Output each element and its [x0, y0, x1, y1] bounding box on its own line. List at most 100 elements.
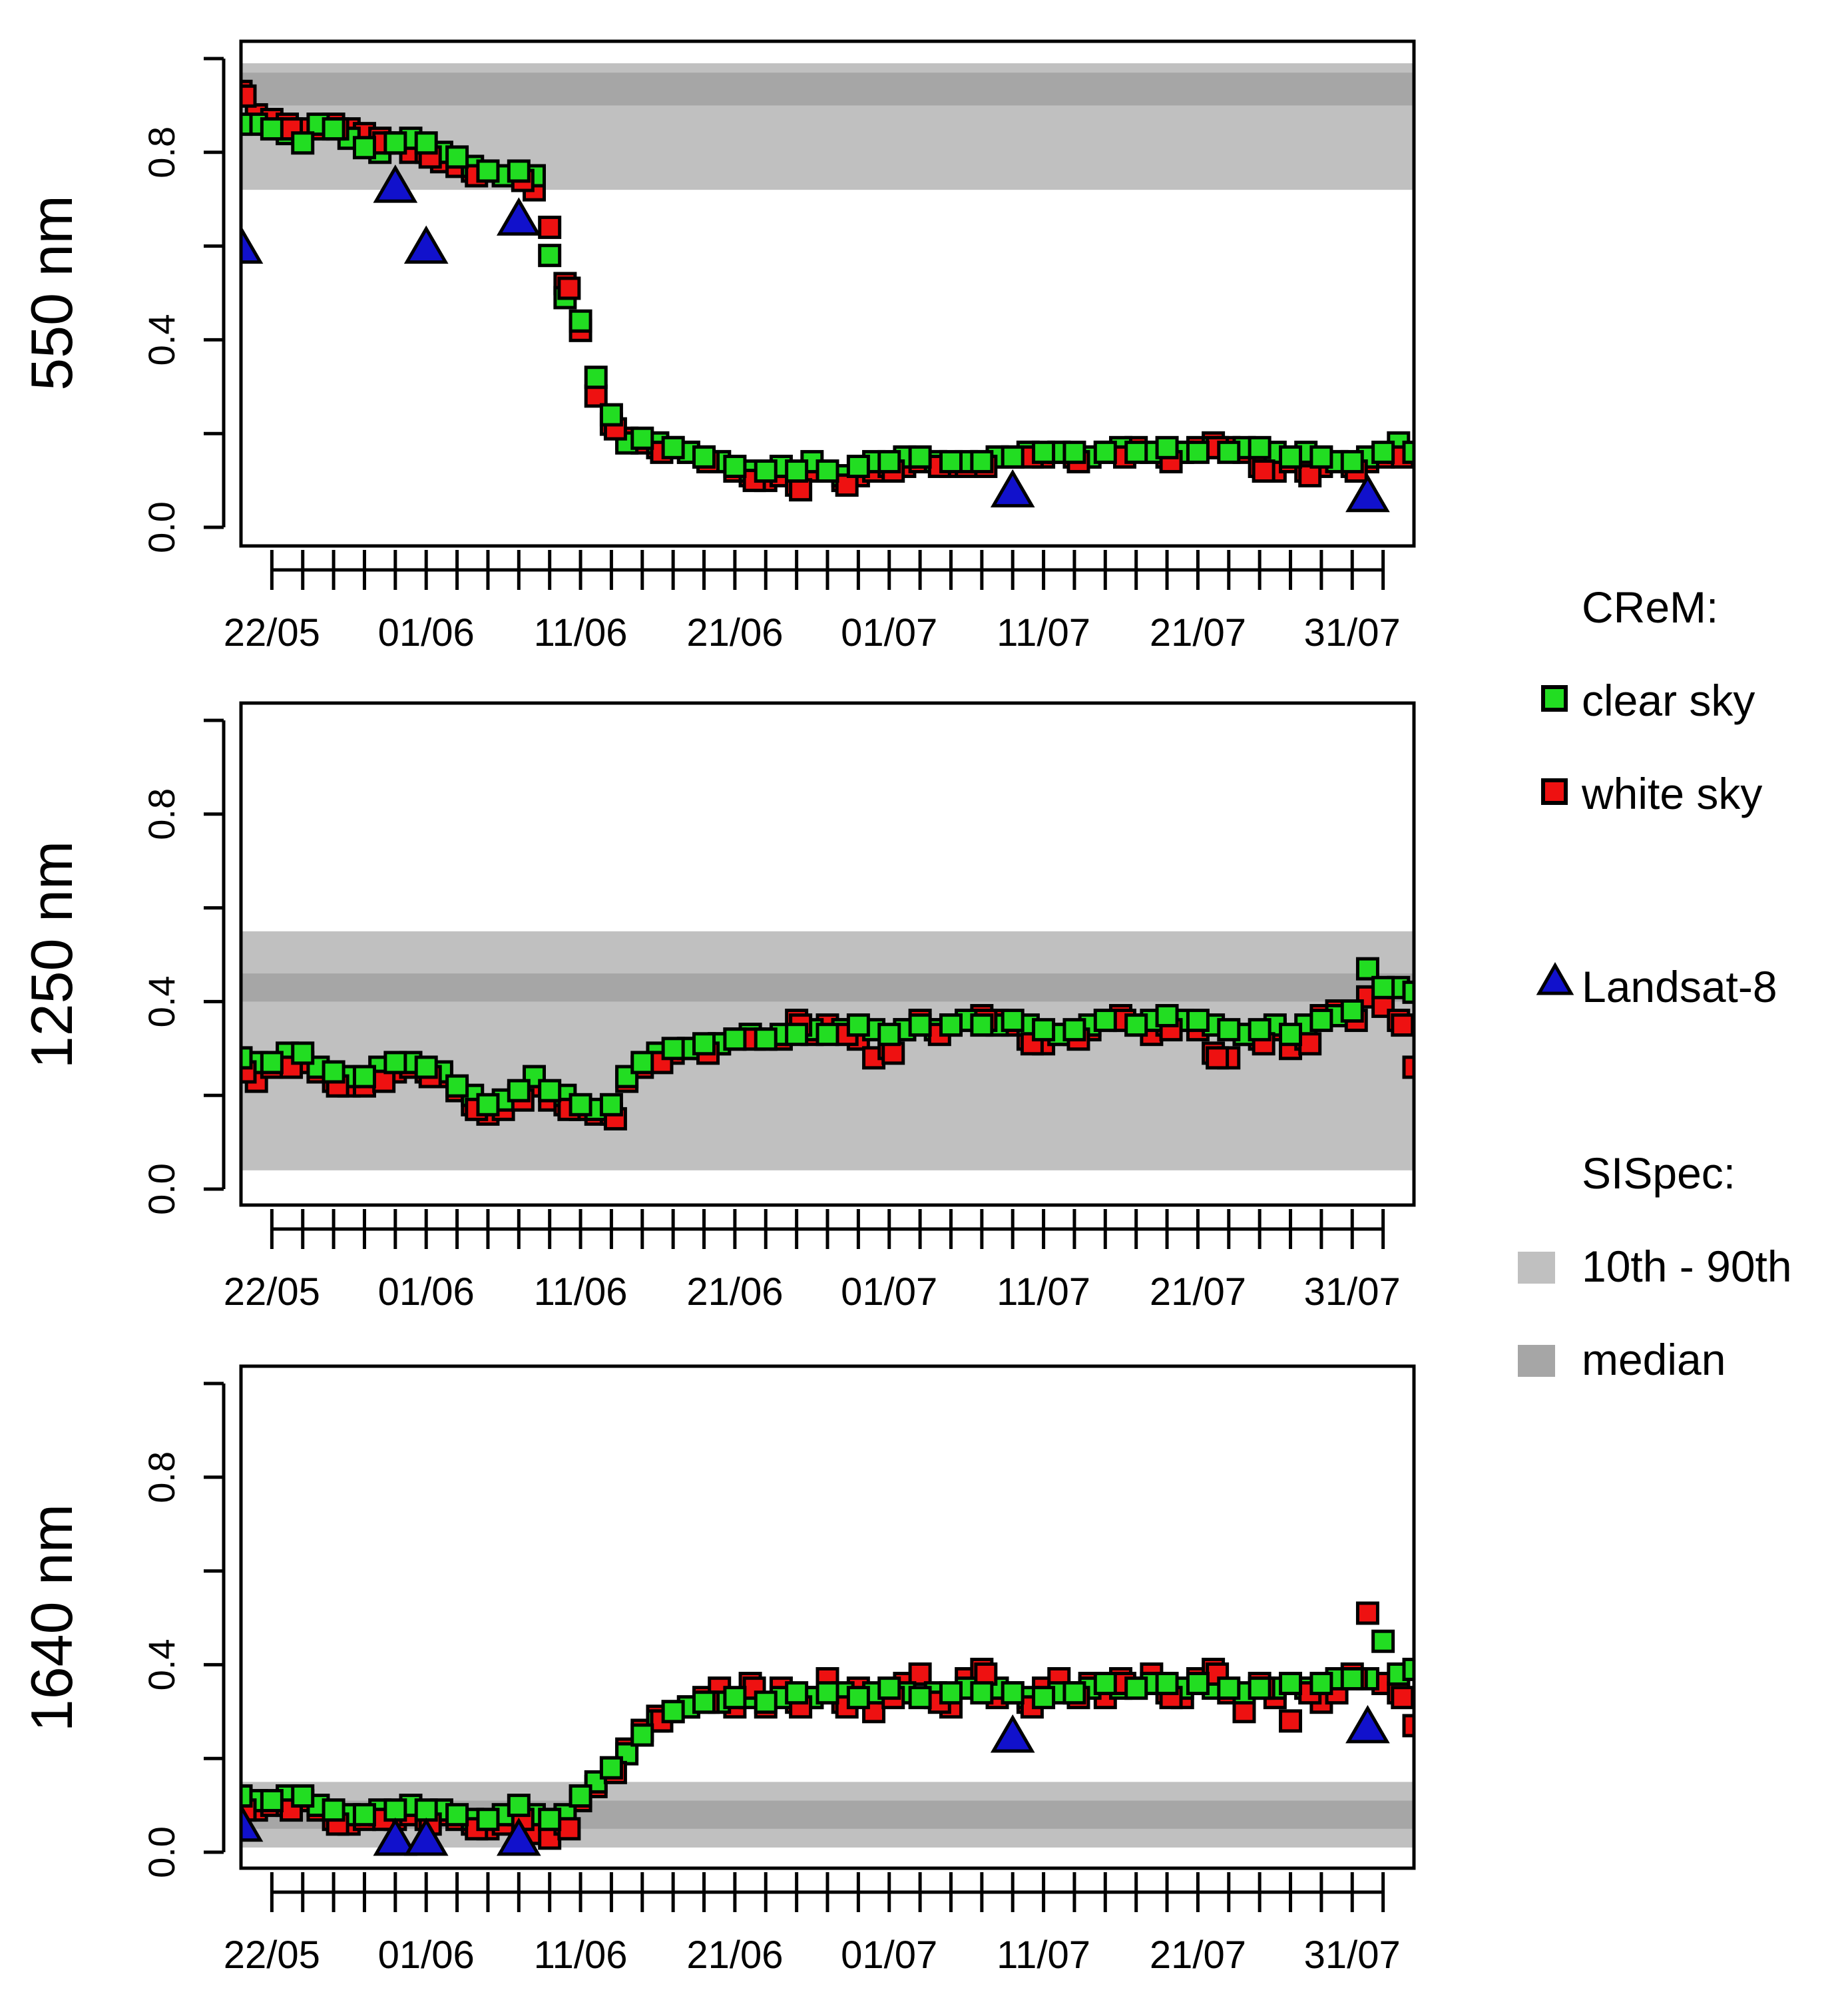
clear-sky-point [846, 1013, 870, 1037]
clear-sky-point [1062, 1018, 1086, 1042]
clear-sky-point [846, 1686, 870, 1710]
clear-sky-point [1279, 1023, 1303, 1047]
clear-sky-point [723, 1027, 747, 1051]
x-axis: 22/05 01/06 11/06 21/06 01/07 11/07 21/07 31/07 [224, 550, 1401, 654]
landsat-point [373, 164, 418, 203]
white-sky-point [372, 1069, 396, 1093]
landsat-point [373, 1817, 418, 1856]
clear-sky-point [538, 244, 562, 268]
clear-sky-point [877, 1676, 901, 1700]
white-sky-point [1232, 1700, 1256, 1724]
clear-sky-point [1186, 1672, 1210, 1696]
clear-sky-point [723, 1686, 747, 1710]
clear-sky-point [383, 1798, 407, 1822]
clear-sky-point [630, 426, 654, 450]
clear-sky-point [569, 1784, 592, 1808]
clear-sky-point [599, 1756, 623, 1780]
plot-frame [239, 39, 1416, 548]
clear-sky-point [1155, 1004, 1179, 1028]
clear-sky-point [754, 459, 778, 483]
clear-sky-point [877, 449, 901, 473]
clear-sky-point [939, 449, 963, 473]
legend-band-10-90-label: 10th - 90th [1582, 1242, 1792, 1291]
x-tick-label: 21/07 [1150, 1270, 1246, 1314]
x-tick-label: 31/07 [1304, 1270, 1401, 1314]
clear-sky-point [322, 1798, 346, 1822]
landsat-point [241, 1803, 264, 1842]
clear-sky-point [692, 1690, 716, 1714]
clear-sky-point [352, 136, 376, 160]
white-sky-point [1391, 1013, 1414, 1037]
panel-1250-nm: 0.0 0.4 0.8 1250 nm 22/05 01/06 11/06 21/06 01/0… [19, 701, 1416, 1314]
clear-sky-point [1093, 440, 1117, 464]
clear-sky-point [661, 435, 685, 459]
clear-sky-point [507, 159, 531, 183]
y-tick-label: 0.0 [140, 501, 182, 553]
x-tick-label: 31/07 [1304, 1933, 1401, 1977]
data-points [241, 79, 1414, 513]
clear-sky-point [1217, 1676, 1241, 1700]
clear-sky-point [1062, 1681, 1086, 1705]
x-axis: 22/05 01/06 11/06 21/06 01/07 11/07 21/07 31/07 [224, 1209, 1401, 1314]
clear-sky-point [445, 1074, 469, 1098]
landsat-point [1345, 473, 1390, 513]
clear-sky-point [1001, 1009, 1025, 1033]
clear-sky-point [1340, 999, 1364, 1023]
clear-sky-point [1371, 975, 1395, 999]
clear-sky-point [1001, 1681, 1025, 1705]
white-sky-point [1402, 1055, 1414, 1079]
clear-sky-point [939, 1013, 963, 1037]
x-tick-label: 01/07 [841, 611, 937, 654]
clear-sky-point [1124, 1676, 1148, 1700]
clear-sky-point [1186, 440, 1210, 464]
clear-sky-point [507, 1794, 531, 1818]
clear-sky-point [569, 309, 592, 333]
white-sky-point [1279, 1709, 1303, 1733]
clear-sky-point [615, 1065, 639, 1089]
clear-sky-point [1217, 440, 1241, 464]
x-tick-label: 21/07 [1150, 1933, 1246, 1977]
clear-sky-point [908, 445, 932, 469]
clear-sky-point [241, 113, 253, 136]
white-sky-point [835, 473, 859, 497]
y-tick-label: 0.8 [140, 1451, 182, 1503]
clear-sky-point [445, 1803, 469, 1827]
panel-1640-nm: 0.0 0.4 0.8 1640 nm 22/05 01/06 11/06 21/06 01/0… [19, 1364, 1416, 1977]
clear-sky-point [723, 454, 747, 478]
x-tick-label: 11/06 [534, 611, 628, 654]
landsat-point [241, 225, 264, 264]
x-tick-label: 21/06 [686, 1933, 783, 1977]
clear-sky-point [1124, 1013, 1148, 1037]
clear-sky-point [1355, 957, 1379, 981]
y-axis: 0.0 0.4 0.8 [140, 57, 226, 553]
clear-sky-point [1093, 1672, 1117, 1696]
clear-sky-point [692, 445, 716, 469]
white-sky-point [1298, 1032, 1322, 1056]
clear-sky-point [260, 1789, 284, 1813]
y-axis-label: 1250 nm [19, 841, 85, 1069]
clear-sky-point [476, 159, 500, 183]
legend-white-sky-label: white sky [1581, 769, 1762, 818]
white-sky-point [241, 84, 257, 108]
clear-sky-point [599, 403, 623, 427]
x-tick-label: 01/06 [378, 1270, 475, 1314]
x-tick-label: 21/06 [686, 611, 783, 654]
clear-sky-point [1309, 1009, 1333, 1033]
x-tick-label: 21/07 [1150, 611, 1246, 654]
clear-sky-point [661, 1700, 685, 1724]
clear-sky-point [507, 1079, 531, 1103]
y-tick-label: 0.8 [140, 788, 182, 840]
clear-sky-point [692, 1032, 716, 1056]
clear-sky-point [970, 1013, 994, 1037]
white-sky-point [557, 1817, 581, 1841]
y-tick-label: 0.8 [140, 126, 182, 178]
x-tick-label: 01/07 [841, 1270, 937, 1314]
clear-sky-point [1279, 1672, 1303, 1696]
clear-sky-point [815, 1681, 839, 1705]
clear-sky-point [630, 1051, 654, 1075]
white-sky-point [862, 1700, 886, 1724]
clear-sky-point [1155, 435, 1179, 459]
y-tick-label: 0.4 [140, 975, 182, 1027]
band-median [241, 73, 1414, 106]
clear-sky-point [785, 1023, 809, 1047]
